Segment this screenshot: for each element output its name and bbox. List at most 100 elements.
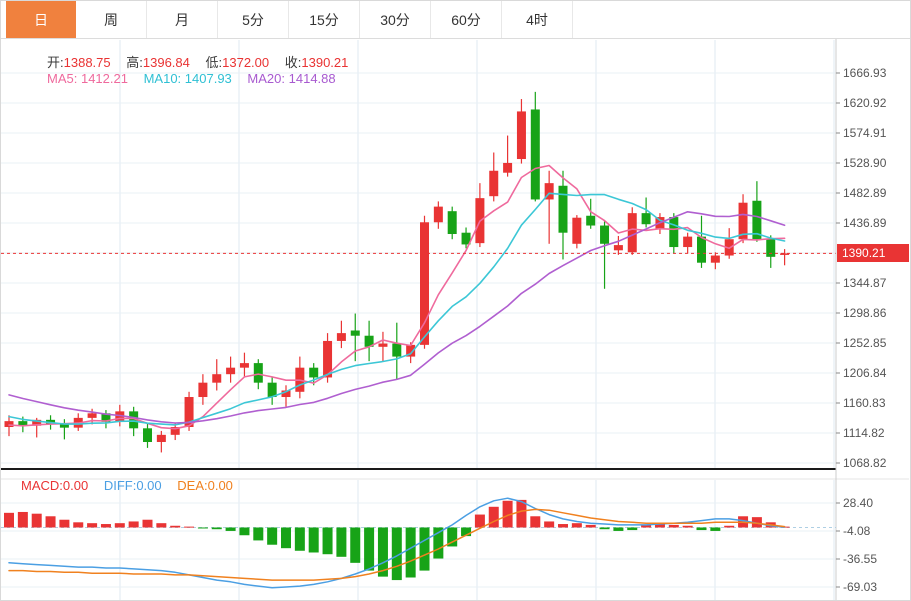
candle-up <box>156 434 166 443</box>
dea-label: DEA: <box>177 478 208 493</box>
macd-tick-label: -36.55 <box>843 552 877 566</box>
tab-60min[interactable]: 60分 <box>431 1 502 38</box>
macd-bar-positive <box>544 521 555 528</box>
macd-bar-negative <box>391 527 402 581</box>
macd-bar-positive <box>530 516 541 528</box>
price-tick-label: 1620.92 <box>843 96 887 110</box>
candle-down <box>253 363 263 383</box>
candle-down <box>129 411 139 429</box>
open-label: 开: <box>47 55 64 70</box>
macd-bar-positive <box>558 524 568 528</box>
diff-value: 0.00 <box>136 478 162 493</box>
low-label: 低: <box>205 55 223 70</box>
tab-30min[interactable]: 30分 <box>360 1 431 38</box>
candle-down <box>669 217 679 248</box>
macd-bar-positive <box>45 516 56 528</box>
macd-bar-negative <box>710 527 721 531</box>
current-price-tag-text: 1390.21 <box>842 246 886 260</box>
candle-down <box>350 330 360 336</box>
candle-up <box>198 382 208 398</box>
macd-bar-negative <box>211 527 222 530</box>
macd-bar-positive <box>100 524 111 528</box>
ma5-line <box>8 164 786 430</box>
timeframe-tab-bar: 日 周 月 5分 15分 30分 60分 4时 <box>1 1 910 39</box>
high-value: 1396.84 <box>142 55 190 70</box>
price-tick-label: 1206.84 <box>843 366 887 380</box>
candle-up <box>115 411 125 422</box>
price-tick-label: 1298.86 <box>843 306 887 320</box>
macd-bar-negative <box>613 527 624 531</box>
macd-bar-negative <box>377 527 388 577</box>
close-value: 1390.21 <box>301 55 349 70</box>
candle-up <box>4 421 14 428</box>
ma5-label: MA5: <box>47 71 78 86</box>
tab-4hour[interactable]: 4时 <box>502 1 573 38</box>
candle-up <box>226 367 236 375</box>
price-tick-label: 1160.83 <box>843 396 886 410</box>
candle-up <box>489 170 499 197</box>
macd-tick-label: -4.08 <box>843 524 871 538</box>
candle-up <box>613 245 623 251</box>
candle-down <box>101 413 111 422</box>
candle-up <box>780 253 790 255</box>
macd-bar-positive <box>488 506 499 528</box>
tab-15min[interactable]: 15分 <box>289 1 360 38</box>
macd-bar-negative <box>294 527 305 551</box>
macd-bar-positive <box>502 500 513 528</box>
price-tick-label: 1344.87 <box>843 276 887 290</box>
macd-value: 0.00 <box>62 478 89 493</box>
candle-up <box>572 217 582 244</box>
macd-bar-positive <box>724 525 735 528</box>
ma10-label: MA10: <box>143 71 182 86</box>
candle-down <box>586 215 596 226</box>
macd-bar-positive <box>170 525 181 528</box>
tab-week[interactable]: 周 <box>76 1 147 38</box>
candle-up <box>544 183 554 200</box>
candle-down <box>267 382 277 398</box>
tab-month[interactable]: 月 <box>147 1 218 38</box>
candle-up <box>239 363 249 368</box>
tab-day[interactable]: 日 <box>6 1 76 38</box>
candle-up <box>170 427 180 435</box>
tab-5min[interactable]: 5分 <box>218 1 289 38</box>
macd-bar-negative <box>308 527 319 553</box>
macd-bar-positive <box>128 521 139 528</box>
candle-down <box>364 335 374 347</box>
candle-down <box>600 225 610 244</box>
macd-bar-negative <box>253 527 264 541</box>
open-value: 1388.75 <box>63 55 111 70</box>
candle-down <box>641 213 651 225</box>
macd-bar-negative <box>281 527 291 549</box>
macd-bar-negative <box>336 527 347 557</box>
candle-up <box>184 397 194 428</box>
candle-down <box>752 200 762 240</box>
price-tick-label: 1252.85 <box>843 336 887 350</box>
ma20-label: MA20: <box>247 71 285 86</box>
candle-up <box>336 333 346 341</box>
ma10-line <box>8 192 786 426</box>
macd-readout: MACD:0.00 DIFF:0.00 DEA:0.00 <box>21 478 233 493</box>
candle-down <box>392 343 402 357</box>
macd-bar-negative <box>239 527 250 536</box>
macd-bar-positive <box>142 519 153 528</box>
macd-bar-positive <box>73 522 84 528</box>
high-label: 高: <box>126 55 143 70</box>
macd-bar-negative <box>599 527 610 530</box>
price-tick-label: 1482.89 <box>843 186 887 200</box>
macd-bar-positive <box>682 525 693 528</box>
candle-up <box>420 222 429 345</box>
candle-down <box>558 185 568 233</box>
macd-bar-negative <box>696 527 707 531</box>
ma5-value: 1412.21 <box>80 71 128 86</box>
candle-up <box>406 344 416 357</box>
candle-up <box>433 206 443 223</box>
macd-bar-positive <box>184 526 195 528</box>
candle-down <box>447 211 457 235</box>
candle-up <box>683 236 693 248</box>
macd-bar-negative <box>461 527 472 537</box>
price-tick-label: 1114.82 <box>843 426 885 440</box>
candle-up <box>212 374 222 383</box>
candle-down <box>309 367 319 378</box>
price-tick-label: 1436.89 <box>843 216 887 230</box>
